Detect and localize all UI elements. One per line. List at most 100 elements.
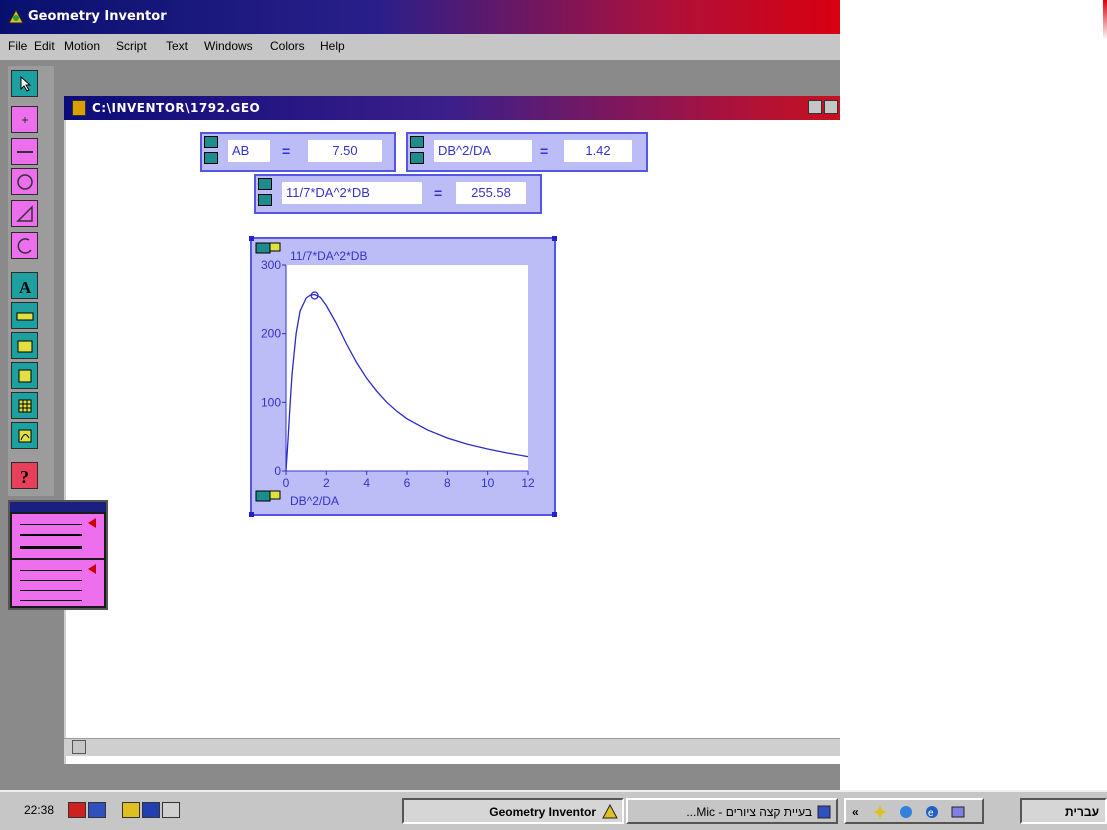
triangle-icon bbox=[15, 204, 33, 222]
circle-tool-button[interactable] bbox=[11, 168, 38, 195]
question-mark-icon: ? bbox=[20, 467, 29, 486]
svg-text:A: A bbox=[19, 278, 32, 296]
measurement-label: DB^2/DA bbox=[434, 140, 532, 162]
pointer-tool-button[interactable] bbox=[11, 70, 38, 97]
tray-tool-icon[interactable] bbox=[122, 802, 140, 818]
measurement-value: 255.58 bbox=[456, 182, 526, 204]
arrow-left-icon bbox=[88, 518, 96, 528]
line-thickness-options[interactable] bbox=[12, 514, 104, 558]
equals-sign: = bbox=[540, 143, 549, 159]
app-title-bar[interactable]: Geometry Inventor bbox=[0, 0, 840, 34]
graph-panel[interactable]: 11/7*DA^2*DB DB^2/DA 0 100 200 300 0 2 4 6 8 10 12 bbox=[249, 236, 557, 517]
measurement-db2-da[interactable]: DB^2/DA = 1.42 bbox=[406, 132, 648, 172]
app-icon bbox=[8, 9, 24, 24]
internet-explorer-icon[interactable]: e bbox=[924, 804, 940, 820]
task-label: בעיית קצה ציורים - Mic... bbox=[686, 805, 812, 819]
y-tick-label: 100 bbox=[261, 395, 281, 409]
window-buttons bbox=[806, 100, 838, 117]
task-label: Geometry Inventor bbox=[489, 805, 596, 819]
x-tick-label: 12 bbox=[521, 476, 535, 490]
calculator-icon bbox=[17, 340, 32, 352]
svg-text:?: ? bbox=[20, 467, 29, 486]
arrow-pointer-icon bbox=[20, 75, 31, 92]
x-tick-label: 0 bbox=[283, 476, 290, 490]
y-variable-icon bbox=[255, 242, 271, 254]
menu-file[interactable]: File bbox=[8, 39, 28, 53]
horizontal-scrollbar[interactable] bbox=[64, 738, 840, 756]
menu-windows[interactable]: Windows bbox=[204, 39, 253, 53]
x-ruler-icon bbox=[269, 490, 281, 500]
menu-motion[interactable]: Motion bbox=[64, 39, 101, 53]
line-style-palette bbox=[8, 500, 108, 610]
tray-app-icon[interactable] bbox=[68, 802, 86, 818]
measure-icon bbox=[204, 136, 218, 164]
taskbar-task-word-document[interactable]: בעיית קצה ציורים - Mic... bbox=[626, 798, 838, 824]
tray-he-icon[interactable] bbox=[142, 802, 160, 818]
x-tick-label: 4 bbox=[363, 476, 370, 490]
x-tick-label: 6 bbox=[404, 476, 411, 490]
measurement-expression[interactable]: 11/7*DA^2*DB = 255.58 bbox=[254, 174, 542, 214]
menu-colors[interactable]: Colors bbox=[270, 39, 305, 53]
text-tool-button[interactable]: A bbox=[11, 272, 38, 299]
document-title-bar[interactable]: C:\INVENTOR\1792.GEO bbox=[64, 96, 840, 120]
y-tick-label: 300 bbox=[261, 258, 281, 272]
x-axis-label: DB^2/DA bbox=[290, 494, 339, 508]
measurement-label: AB bbox=[228, 140, 270, 162]
globe-icon[interactable] bbox=[898, 804, 914, 820]
measure-icon bbox=[410, 136, 424, 164]
resize-handle[interactable] bbox=[249, 512, 254, 517]
clock: 22:38 bbox=[24, 803, 55, 817]
menu-text[interactable]: Text bbox=[166, 39, 189, 53]
maximize-button[interactable] bbox=[824, 100, 838, 114]
measurement-value: 7.50 bbox=[308, 140, 382, 162]
y-axis-label: 11/7*DA^2*DB bbox=[290, 249, 367, 263]
line-style-options[interactable] bbox=[12, 560, 104, 606]
resize-handle[interactable] bbox=[552, 512, 557, 517]
resize-handle[interactable] bbox=[249, 236, 254, 241]
menu-edit[interactable]: Edit bbox=[34, 39, 55, 53]
y-ruler-icon bbox=[269, 242, 281, 252]
circle-icon bbox=[16, 173, 33, 190]
sparkle-icon[interactable] bbox=[872, 804, 888, 820]
resize-handle[interactable] bbox=[552, 236, 557, 241]
measure-icon bbox=[258, 178, 272, 206]
calculator-tool-button[interactable] bbox=[11, 332, 38, 359]
network-icon[interactable] bbox=[88, 802, 106, 818]
measurement-ab[interactable]: AB = 7.50 bbox=[200, 132, 396, 172]
svg-text:e: e bbox=[928, 808, 934, 819]
polygon-tool-button[interactable] bbox=[11, 200, 38, 227]
x-tick-label: 10 bbox=[481, 476, 495, 490]
menu-bar: File Edit Motion Script Text Windows Col… bbox=[0, 34, 840, 61]
graph-chart: 11/7*DA^2*DB DB^2/DA 0 100 200 300 0 2 4 6 8 10 12 bbox=[255, 242, 535, 508]
help-tool-button[interactable]: ? bbox=[11, 462, 38, 489]
equals-sign: = bbox=[282, 143, 291, 159]
desktop-icon[interactable] bbox=[950, 804, 966, 820]
palette-title-bar[interactable] bbox=[10, 502, 106, 512]
plot-area bbox=[286, 265, 528, 471]
graph-tool-button[interactable] bbox=[11, 422, 38, 449]
menu-script[interactable]: Script bbox=[116, 39, 147, 53]
segment-tool-button[interactable] bbox=[11, 138, 38, 165]
table-tool-button[interactable] bbox=[11, 362, 38, 389]
tray-monitor-icon[interactable] bbox=[162, 802, 180, 818]
document-icon bbox=[72, 100, 86, 116]
ruler-tool-button[interactable] bbox=[11, 302, 38, 329]
point-tool-button[interactable] bbox=[11, 106, 38, 133]
menu-help[interactable]: Help bbox=[320, 39, 345, 53]
tool-palette: A ? bbox=[8, 66, 54, 496]
minimize-button[interactable] bbox=[808, 100, 822, 114]
taskbar-task-geometry-inventor[interactable]: Geometry Inventor bbox=[402, 798, 624, 824]
text-a-icon: A bbox=[19, 278, 32, 296]
graph-icon bbox=[18, 429, 31, 442]
document-icon bbox=[817, 805, 831, 819]
grid-tool-button[interactable] bbox=[11, 392, 38, 419]
series-group bbox=[285, 291, 529, 472]
y-tick-label: 200 bbox=[261, 327, 281, 341]
arc-tool-button[interactable] bbox=[11, 232, 38, 259]
quick-launch-chevron-icon[interactable]: « bbox=[852, 805, 859, 819]
scroll-left-button[interactable] bbox=[72, 740, 86, 754]
language-indicator[interactable]: עברית bbox=[1020, 798, 1107, 824]
y-tick-label: 0 bbox=[274, 464, 281, 478]
offscreen-window-edge bbox=[1103, 0, 1107, 40]
axes: 0 100 200 300 0 2 4 6 8 10 12 bbox=[261, 258, 535, 490]
